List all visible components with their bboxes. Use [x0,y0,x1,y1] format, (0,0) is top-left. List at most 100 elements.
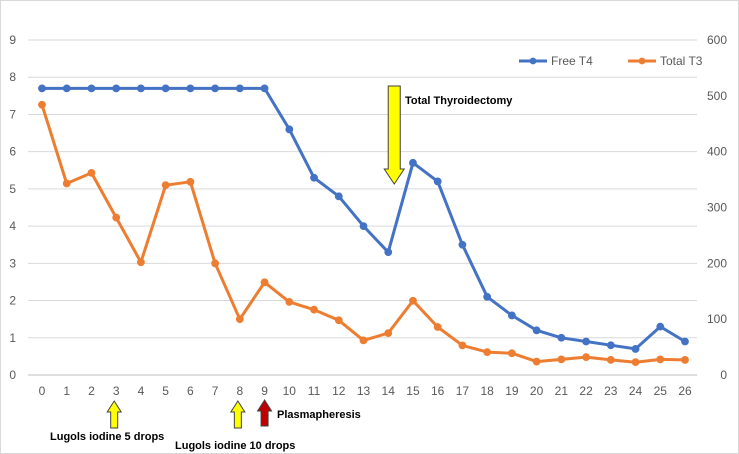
data-point [310,173,318,182]
data-point [161,84,170,93]
y-right-tick-label: 400 [707,145,727,159]
x-tick-label: 13 [357,384,371,398]
data-point [186,84,195,93]
annotation-label: Lugols iodine 10 drops [175,440,295,452]
annotation-label: Lugols iodine 5 drops [50,431,164,443]
x-tick-label: 1 [63,384,70,398]
annotation-thyroidectomy: Total Thyroidectomy [383,85,513,185]
data-point [112,213,121,222]
data-point [186,177,195,186]
up-arrow-icon [229,400,246,429]
data-point [656,322,665,331]
x-tick-label: 18 [480,384,494,398]
data-point [458,341,467,350]
x-tick-label: 23 [604,384,618,398]
y-left-tick-label: 3 [9,256,16,270]
x-tick-label: 10 [283,384,297,398]
data-point [557,333,566,342]
data-point [359,336,368,345]
y-left-tick-label: 1 [9,331,16,345]
data-point [631,358,640,367]
annotation-label: Total Thyroidectomy [405,95,513,107]
y-left-tick-label: 4 [9,219,16,233]
x-tick-label: 7 [212,384,219,398]
x-tick-label: 25 [654,384,668,398]
x-tick-label: 26 [678,384,692,398]
data-point [285,297,294,306]
data-point [656,355,665,364]
y-right-tick-label: 500 [707,89,727,103]
data-point [409,158,417,167]
x-tick-label: 2 [88,384,95,398]
data-point [87,168,96,177]
data-point [161,181,170,190]
data-point [631,345,640,353]
x-tick-label: 21 [555,384,569,398]
x-tick-label: 0 [39,384,46,398]
y-right-tick-label: 0 [720,368,727,382]
data-point [62,84,71,93]
data-point [62,179,71,188]
data-point [606,341,615,350]
data-point [38,84,46,93]
data-point [359,222,368,231]
legend: Free T4 Total T3 [519,54,703,68]
data-point [285,125,294,134]
annotation-plasmapheresis: Plasmapheresis [256,399,361,427]
x-tick-label: 11 [308,384,321,398]
data-point [384,248,393,257]
y-left-tick-label: 0 [9,368,16,382]
annotation-layer: Total Thyroidectomy Lugols iodine 5 drops… [50,85,513,452]
data-point [334,316,343,325]
data-point [334,192,343,201]
data-point [483,292,492,301]
x-tick-label: 3 [113,384,120,398]
x-tick-label: 19 [505,384,519,398]
x-tick-label: 22 [579,384,593,398]
x-tick-label: 17 [456,384,470,398]
data-point [235,84,244,93]
y-right-tick-label: 600 [707,33,727,47]
y-left-tick-label: 8 [9,70,16,84]
x-tick-label: 6 [187,384,194,398]
x-tick-label: 5 [162,384,169,398]
series-layer [38,84,689,367]
x-tick-label: 4 [138,384,145,398]
annotation-lugols5: Lugols iodine 5 drops [50,400,164,443]
data-point [235,315,244,324]
data-point [112,84,121,93]
legend-label: Total T3 [660,54,703,68]
data-point [582,353,590,362]
legend-label: Free T4 [551,54,593,68]
data-point [681,337,689,346]
data-point [532,326,541,335]
data-point [433,177,442,186]
x-tick-label: 16 [431,384,445,398]
annotation-lugols10: Lugols iodine 10 drops [175,400,295,452]
data-point [606,356,615,364]
x-tick-label: 20 [530,384,544,398]
y-left-tick-label: 5 [9,182,16,196]
annotation-label: Plasmapheresis [277,409,361,421]
data-point [310,305,318,314]
data-point [409,296,417,305]
data-point [38,100,46,109]
y-right-tick-label: 200 [707,256,727,270]
legend-marker [529,57,537,65]
legend-marker [638,57,646,65]
x-tick-label: 14 [382,384,396,398]
data-point [532,357,541,366]
data-point [260,84,269,93]
data-point [557,355,566,364]
data-point [211,84,220,93]
y-right-tick-label: 100 [707,312,727,326]
data-point [211,259,220,268]
y-left-tick-label: 7 [9,107,16,121]
up-arrow-icon [106,400,123,429]
x-tick-label: 15 [406,384,420,398]
y-left-tick-label: 6 [9,145,16,159]
data-point [507,311,516,320]
series-line-free-t4 [40,86,687,351]
